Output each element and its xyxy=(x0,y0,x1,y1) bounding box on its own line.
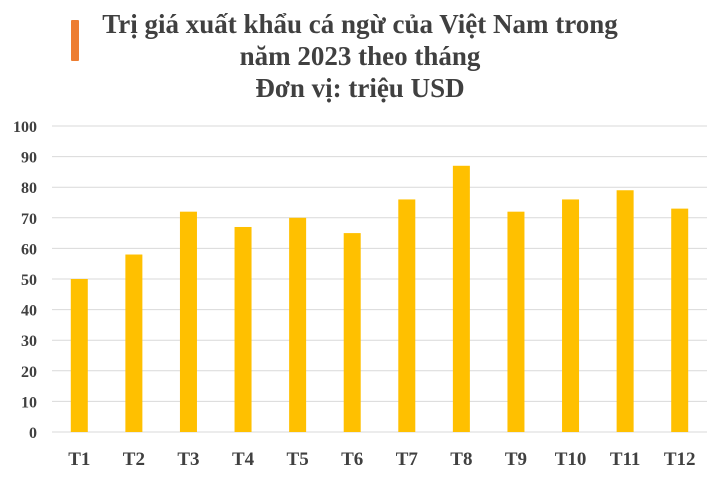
y-tick-label: 20 xyxy=(21,364,37,381)
bar-t2 xyxy=(125,254,143,432)
bars xyxy=(70,165,689,432)
bar-t8 xyxy=(452,165,470,432)
y-tick-label: 70 xyxy=(21,211,37,228)
y-tick-label: 80 xyxy=(21,180,37,197)
bar-t7 xyxy=(398,199,416,432)
bar-t9 xyxy=(507,211,525,432)
x-tick-label: T10 xyxy=(555,449,587,470)
bar-t11 xyxy=(616,190,634,432)
y-tick-label: 40 xyxy=(21,303,37,320)
bar-t6 xyxy=(343,233,361,432)
chart-title-line-1: Trị giá xuất khẩu cá ngừ của Việt Nam tr… xyxy=(102,9,618,39)
x-tick-label: T2 xyxy=(123,449,145,470)
chart-title-line-2: năm 2023 theo tháng xyxy=(239,41,481,71)
x-axis-ticks: T1 T2 T3 T4 T5 T6 T7 T8 T9 T10 T11 T12 xyxy=(68,449,695,470)
y-axis-ticks: 0 10 20 30 40 50 60 70 80 90 100 xyxy=(13,119,37,442)
x-tick-label: T9 xyxy=(505,449,527,470)
x-tick-label: T5 xyxy=(287,449,309,470)
x-tick-label: T1 xyxy=(68,449,90,470)
chart-title-line-3: Đơn vị: triệu USD xyxy=(255,73,465,103)
x-tick-label: T6 xyxy=(341,449,363,470)
y-tick-label: 10 xyxy=(21,394,37,411)
x-tick-label: T11 xyxy=(610,449,641,470)
bar-t1 xyxy=(70,279,88,432)
chart-title: Trị giá xuất khẩu cá ngừ của Việt Nam tr… xyxy=(60,8,660,104)
gridlines xyxy=(52,125,707,433)
y-tick-label: 50 xyxy=(21,272,37,289)
x-tick-label: T8 xyxy=(450,449,472,470)
x-tick-label: T12 xyxy=(664,449,696,470)
bar-t12 xyxy=(671,208,689,432)
bar-t4 xyxy=(234,226,252,432)
y-tick-label: 30 xyxy=(21,333,37,350)
y-tick-label: 90 xyxy=(21,150,37,167)
y-tick-label: 0 xyxy=(29,425,37,442)
title-accent-bar xyxy=(71,20,79,61)
bar-t10 xyxy=(562,199,580,432)
x-tick-label: T4 xyxy=(232,449,255,470)
x-tick-label: T3 xyxy=(177,449,199,470)
y-tick-label: 100 xyxy=(13,119,37,136)
y-tick-label: 60 xyxy=(21,241,37,258)
x-tick-label: T7 xyxy=(396,449,419,470)
bar-t5 xyxy=(289,217,307,432)
bar-t3 xyxy=(179,211,197,432)
